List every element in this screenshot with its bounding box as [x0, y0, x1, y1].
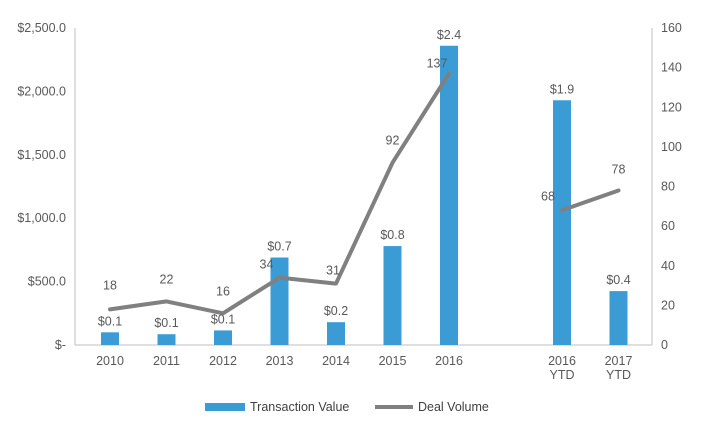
x-axis-tick-label: 2014	[322, 354, 350, 368]
right-axis-tick-label: 80	[661, 180, 675, 194]
bar-value-label: $2.4	[437, 28, 461, 42]
x-axis-tick-label: 2017	[605, 354, 633, 368]
x-axis-tick-label: 2015	[379, 354, 407, 368]
left-axis-tick-label: $2,500.0	[17, 21, 66, 35]
bar	[609, 291, 628, 345]
legend-swatch-transaction-value	[205, 403, 245, 411]
bars-series	[101, 45, 628, 345]
line-value-label: 78	[612, 162, 626, 176]
x-axis-tick-label: 2013	[266, 354, 294, 368]
bar-value-label: $1.9	[550, 82, 574, 96]
left-axis-tick-label: $1,500.0	[17, 148, 66, 162]
line-value-label: 34	[260, 258, 274, 272]
x-axis-tick-label: 2011	[153, 354, 180, 368]
bar-value-label: $0.1	[154, 316, 178, 330]
line-series	[108, 71, 621, 316]
right-axis-tick-label: 60	[661, 219, 675, 233]
right-axis-tick-label: 0	[661, 338, 668, 352]
line-value-label: 31	[326, 264, 340, 278]
line-value-label: 137	[427, 57, 448, 71]
right-axis-tick-label: 140	[661, 61, 682, 75]
bar-value-label: $0.8	[380, 228, 404, 242]
bar	[553, 100, 571, 345]
data-labels: $0.1 $0.1 $0.1 $0.7 $0.2 $0.8 $2.4 $1.9 $0.4 18 22…	[98, 28, 631, 330]
left-axis-tick-label: $1,000.0	[17, 211, 66, 225]
bar	[157, 334, 176, 345]
bar	[383, 246, 402, 345]
axes: $- $500.0 $1,000.0 $1,500.0 $2,000.0 $2,500.0…	[17, 21, 682, 382]
right-axis-tick-label: 100	[661, 140, 682, 154]
left-axis-tick-label: $2,000.0	[17, 84, 66, 98]
right-axis-tick-label: 120	[661, 100, 682, 114]
deal-volume-line	[108, 71, 451, 316]
bar-value-label: $0.4	[606, 273, 630, 287]
line-value-label: 22	[160, 272, 174, 286]
line-value-label: 92	[386, 134, 400, 148]
x-axis-tick-label: YTD	[550, 368, 575, 382]
bar	[440, 45, 458, 345]
x-axis-tick-label: 2016	[548, 354, 576, 368]
legend: Transaction Value Deal Volume	[205, 400, 489, 414]
deal-volume-line	[560, 188, 621, 213]
bar	[101, 332, 119, 345]
left-axis-tick-label: $500.0	[28, 275, 66, 289]
bar-value-label: $0.1	[211, 312, 235, 326]
bar-value-label: $0.7	[267, 240, 291, 254]
bar-value-label: $0.2	[324, 304, 348, 318]
bar	[214, 330, 232, 345]
x-axis-tick-label: 2016	[435, 354, 463, 368]
line-value-label: 18	[103, 278, 117, 292]
left-axis-tick-label: $-	[55, 338, 66, 352]
bar	[327, 322, 345, 345]
legend-label-transaction-value: Transaction Value	[250, 400, 349, 414]
right-axis-tick-label: 20	[661, 298, 675, 312]
legend-label-deal-volume: Deal Volume	[418, 400, 489, 414]
right-axis-tick-label: 40	[661, 259, 675, 273]
right-axis-tick-label: 160	[661, 21, 682, 35]
line-value-label: 68	[541, 189, 555, 203]
line-value-label: 16	[216, 284, 230, 298]
bar-value-label: $0.1	[98, 314, 122, 328]
x-axis-tick-label: 2012	[209, 354, 237, 368]
x-axis-tick-label: 2010	[96, 354, 124, 368]
x-axis-tick-label: YTD	[606, 368, 631, 382]
